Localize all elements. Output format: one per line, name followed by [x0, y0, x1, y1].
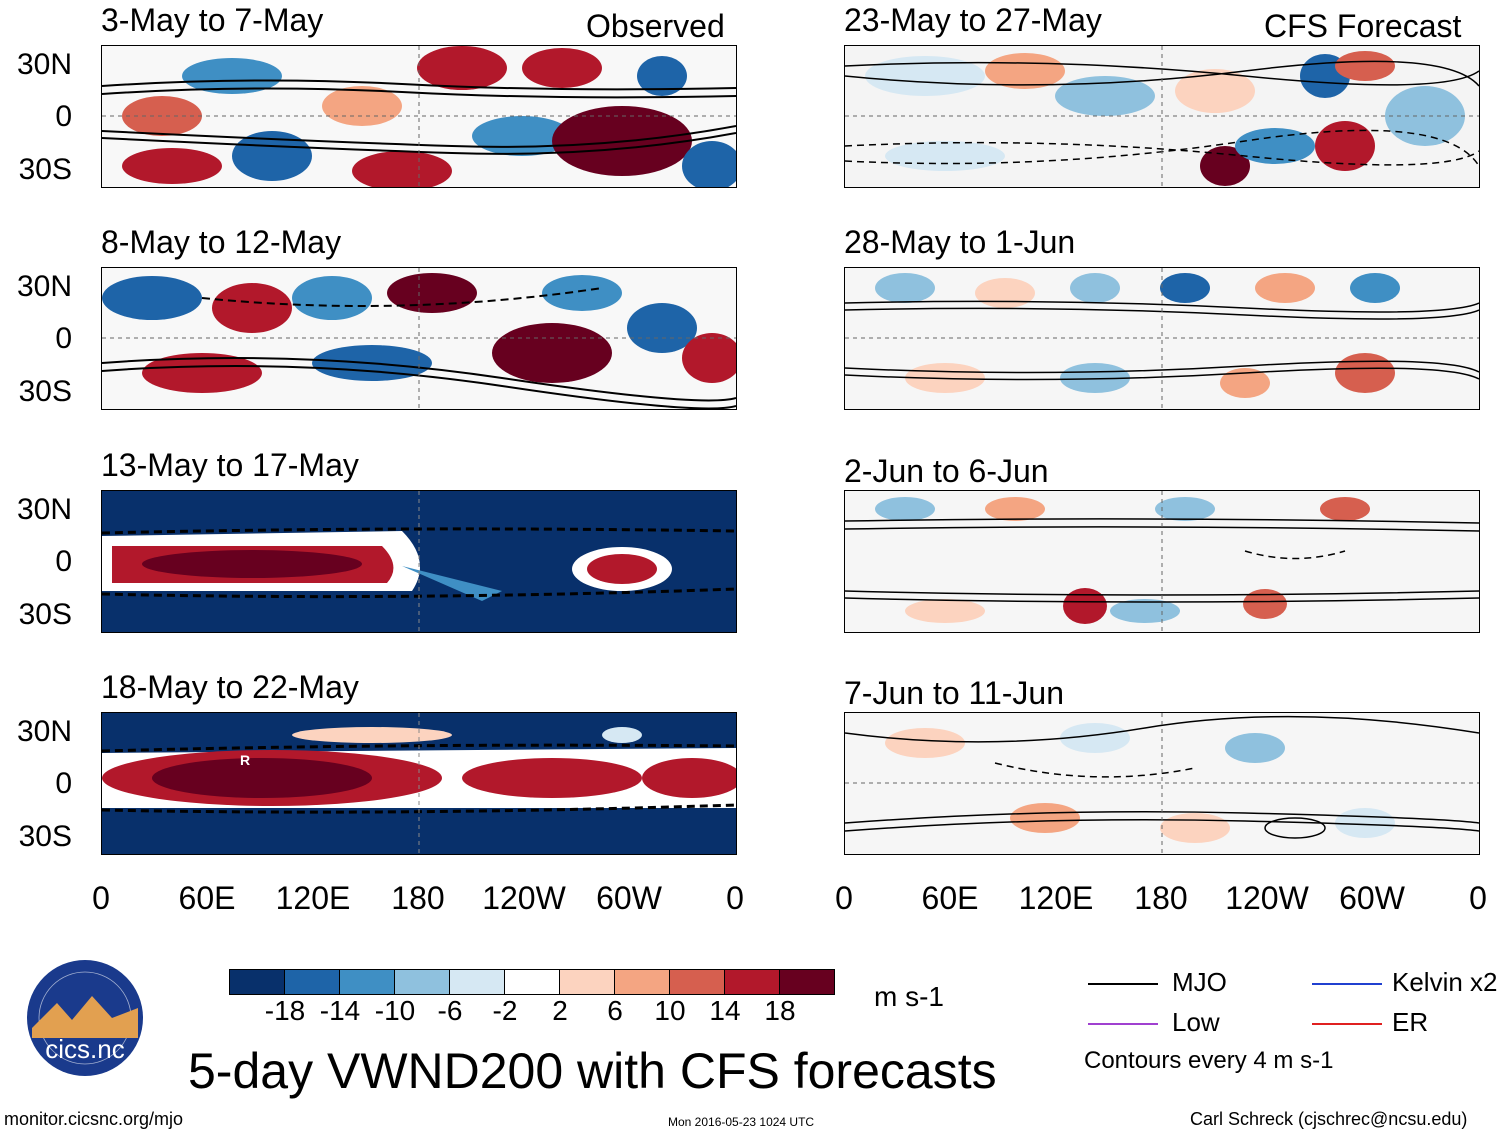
colorbar-swatch: [450, 970, 505, 994]
colorbar-label: 18: [764, 995, 796, 1026]
vwnd-field-right-3: [845, 491, 1479, 632]
colorbar: [229, 969, 835, 995]
lon-label: 0: [835, 880, 853, 916]
panel-title-left-2: 8-May to 12-May: [101, 224, 342, 260]
lat-label-eq: 0: [55, 322, 72, 355]
colorbar-swatch: [340, 970, 395, 994]
vwnd-field-right-4: [845, 713, 1479, 854]
vwnd-field-left-2: [102, 268, 736, 409]
observed-label: Observed: [586, 8, 725, 44]
legend-contours: Contours every 4 m s-1: [1084, 1047, 1334, 1074]
map-panel-right-4: [844, 712, 1480, 855]
footer-author: Carl Schreck (cjschrec@ncsu.edu): [1190, 1109, 1468, 1129]
lat-label-eq: 0: [55, 545, 72, 578]
map-panel-left-2: [101, 267, 737, 410]
colorbar-label: 10: [654, 995, 686, 1026]
er-line-swatch: [1312, 1023, 1382, 1025]
panel-title-left-3: 13-May to 17-May: [101, 447, 359, 483]
mjo-line-swatch: [1088, 983, 1158, 985]
map-panel-left-1: [101, 45, 737, 188]
lat-label-30s: 30S: [18, 375, 72, 408]
lat-label-30n: 30N: [16, 270, 72, 303]
lat-label-30n: 30N: [16, 715, 72, 748]
vwnd-field-left-4: R: [102, 713, 736, 854]
lat-label-30s: 30S: [18, 820, 72, 853]
lon-label: 120E: [1018, 880, 1094, 916]
colorbar-swatch: [230, 970, 285, 994]
lat-label-eq: 0: [55, 100, 72, 133]
lon-label: 120E: [275, 880, 351, 916]
footer-url: monitor.cicsnc.org/mjo: [4, 1109, 184, 1129]
lon-label: 120W: [1225, 880, 1309, 916]
lon-label: 0: [1469, 880, 1487, 916]
cics-logo: cics.nc: [12, 958, 158, 1078]
low-line-swatch: [1088, 1023, 1158, 1025]
vwnd-field-left-1: [102, 46, 736, 187]
lon-label: 180: [391, 880, 445, 916]
colorbar-label: -14: [319, 995, 361, 1026]
lat-label-30n: 30N: [16, 493, 72, 526]
colorbar-swatch: [670, 970, 725, 994]
lon-label: 60E: [921, 880, 979, 916]
colorbar-units: m s-1: [874, 981, 944, 1012]
lon-label: 0: [726, 880, 744, 916]
colorbar-swatch: [285, 970, 340, 994]
lat-label-30s: 30S: [18, 598, 72, 631]
colorbar-label: -2: [492, 995, 518, 1026]
legend-mjo: MJO: [1172, 967, 1227, 997]
colorbar-label: 2: [552, 995, 568, 1026]
lon-label: 60W: [596, 880, 662, 916]
cics-logo-badge: cics.nc: [27, 960, 143, 1076]
lon-label: 120W: [482, 880, 566, 916]
lat-label-eq: 0: [55, 767, 72, 800]
panel-title-left-1: 3-May to 7-May: [101, 2, 324, 38]
colorbar-swatch: [615, 970, 670, 994]
kelvin-line-swatch: [1312, 983, 1382, 985]
colorbar-label: 6: [607, 995, 623, 1026]
lon-label: 60W: [1339, 880, 1405, 916]
lon-label: 60E: [178, 880, 236, 916]
map-panel-right-3: [844, 490, 1480, 633]
marker-r: R: [240, 752, 250, 768]
colorbar-swatch: [505, 970, 560, 994]
legend-low: Low: [1172, 1007, 1220, 1037]
lat-label-30s: 30S: [18, 153, 72, 186]
panel-title-left-4: 18-May to 22-May: [101, 669, 359, 705]
panel-title-right-2: 28-May to 1-Jun: [844, 224, 1076, 260]
colorbar-swatch: [560, 970, 615, 994]
logo-text: cics.nc: [45, 1034, 124, 1064]
legend-er: ER: [1392, 1007, 1429, 1037]
vwnd-field-left-3: [102, 491, 736, 632]
main-title: 5-day VWND200 with CFS forecasts: [188, 1043, 997, 1099]
map-panel-right-2: [844, 267, 1480, 410]
cfs-forecast-label: CFS Forecast: [1264, 8, 1462, 44]
footer-timestamp: Mon 2016-05-23 1024 UTC: [668, 1115, 815, 1129]
colorbar-swatch: [780, 970, 834, 994]
map-panel-right-1: [844, 45, 1480, 188]
colorbar-label: -18: [264, 995, 306, 1026]
legend-kelvin: Kelvin x2: [1392, 967, 1498, 997]
map-panel-left-4: R: [101, 712, 737, 855]
colorbar-swatch: [725, 970, 780, 994]
lat-label-30n: 30N: [16, 48, 72, 81]
panel-title-right-3: 2-Jun to 6-Jun: [844, 453, 1049, 489]
colorbar-label: 14: [709, 995, 741, 1026]
panel-title-right-4: 7-Jun to 11-Jun: [844, 675, 1064, 711]
panel-title-right-1: 23-May to 27-May: [844, 2, 1102, 38]
colorbar-label: -6: [437, 995, 463, 1026]
colorbar-swatch: [395, 970, 450, 994]
lon-label: 0: [92, 880, 110, 916]
vwnd-field-right-2: [845, 268, 1479, 409]
vwnd-field-right-1: [845, 46, 1479, 187]
lon-label: 180: [1134, 880, 1188, 916]
colorbar-label: -10: [374, 995, 416, 1026]
map-panel-left-3: [101, 490, 737, 633]
